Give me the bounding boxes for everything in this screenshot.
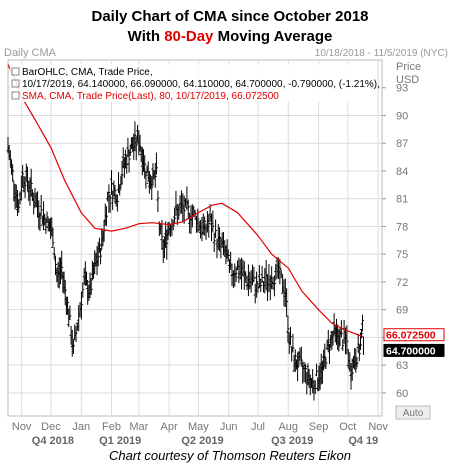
x-tick-label: Jul [251,421,265,433]
y-tick-label: 63 [396,360,408,372]
last-value-tag [383,343,445,357]
y-axis-title-line2: USD [396,74,419,86]
price-chart: Daily CMA 10/18/2018 - 11/5/2019 (NYC) Pri… [4,47,448,446]
y-tick-label: 87 [396,138,408,150]
x-tick-label: Mar [129,421,148,433]
legend-marker [11,91,20,100]
y-tick-label: 60 [396,388,408,400]
x-tick-label: Nov [368,421,388,433]
x-tick-label: Nov [12,421,32,433]
y-scale-label: Auto [403,408,424,419]
legend-marker [11,79,20,88]
quarter-label: Q3 2019 [271,435,313,446]
x-tick-label: Jan [72,421,90,433]
legend-box [10,64,370,102]
chart-title-line1: Daily Chart of CMA since October 2018 [91,8,369,25]
chart-footer: Chart courtesy of Thomson Reuters Eikon [108,448,352,463]
last-value-label: 64.700000 [386,345,436,357]
y-tick-label: 90 [396,110,408,122]
legend-entry: 10/17/2019, 64.140000, 66.090000, 64.110… [22,79,380,90]
x-tick-label: Sep [309,421,329,433]
y-tick-label: 72 [396,277,408,289]
legend-entry: BarOHLC, CMA, Trade Price, [22,67,153,78]
x-tick-label: Aug [278,421,298,433]
y-tick-label: 75 [396,249,408,261]
chart-title-prefix: With [127,28,165,45]
quarter-label: Q2 2019 [181,435,223,446]
y-scale-box [395,405,431,420]
legend-entry: SMA, CMA, Trade Price(Last), 80, 10/17/2… [22,91,279,102]
x-tick-label: Apr [161,421,178,433]
chart-title-suffix: Moving Average [213,28,333,45]
date-range-label: 10/18/2018 - 11/5/2019 (NYC) [315,48,448,59]
y-tick-label: 78 [396,221,408,233]
plot-area [7,59,383,417]
y-axis-title-line1: Price [396,61,421,73]
sma-line [7,64,364,338]
last-value-tag [383,328,445,342]
panel-label: Daily CMA [4,47,57,59]
y-tick-label: 93 [396,83,408,95]
x-tick-label: May [188,421,209,433]
legend-marker [11,67,20,76]
chart-title-highlight: 80-Day [164,28,214,45]
last-value-label: 66.072500 [386,330,436,342]
quarter-label: Q4 19 [348,435,378,446]
y-tick-label: 84 [396,166,408,178]
x-tick-label: Oct [339,421,356,433]
x-tick-label: Dec [41,421,61,433]
x-tick-label: Jun [220,421,238,433]
y-tick-label: 69 [396,305,408,317]
quarter-label: Q4 2018 [32,435,74,446]
x-tick-label: Feb [102,421,121,433]
chart-title-line2: With 80-Day Moving Average [0,28,460,45]
y-tick-label: 81 [396,194,408,206]
quarter-label: Q1 2019 [99,435,141,446]
